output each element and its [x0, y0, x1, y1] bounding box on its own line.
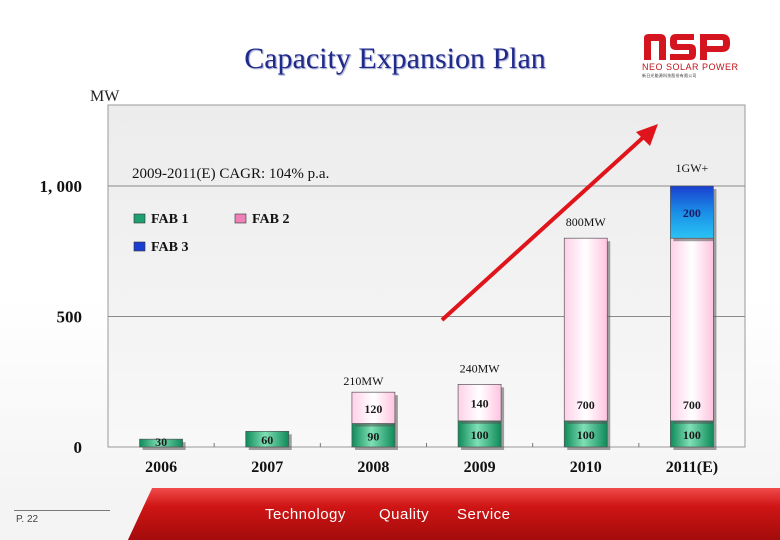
y-tick-label: 0: [74, 438, 83, 457]
bar-value-label: 100: [471, 428, 489, 442]
legend-swatch-fab3: [133, 241, 146, 252]
bar-fab2-2008: [351, 391, 396, 424]
x-tick-label: 2008: [357, 459, 389, 476]
footer-service: Service: [457, 506, 511, 523]
bar-fab3-2011(E): [670, 185, 714, 239]
logo-subtitle: 新日光能源科技股份有限公司: [642, 73, 697, 78]
bar-fab1-2009: [457, 420, 502, 448]
growth-arrow-head: [636, 124, 658, 146]
bar-value-label: 140: [471, 397, 489, 411]
bar-total-label: 210MW: [343, 374, 384, 388]
bar-fab1-2010: [563, 420, 608, 448]
bar-total-label: 240MW: [460, 361, 501, 375]
legend-swatch-fab2: [234, 213, 247, 224]
bar-value-label: 700: [577, 398, 595, 412]
footer-quality: Quality: [379, 506, 430, 523]
bar-value-label: 100: [577, 428, 595, 442]
bar-value-label: 700: [683, 398, 701, 412]
x-tick-label: 2009: [464, 459, 496, 476]
bar-fab1-2007: [245, 430, 290, 448]
page-number: P. 22: [16, 514, 39, 525]
footer-bar: P. 22 Technology Quality Service: [0, 488, 780, 540]
footer-technology: Technology: [265, 506, 346, 523]
legend-label: FAB 3: [151, 240, 188, 255]
x-tick-label: 2011(E): [666, 459, 718, 476]
x-tick-label: 2010: [570, 459, 602, 476]
company-logo: NEO SOLAR POWER 新日光能源科技股份有限公司: [640, 32, 766, 84]
page-title: Capacity Expansion Plan: [244, 42, 546, 75]
bar-fab1-2011(E): [670, 420, 714, 448]
legend-label: FAB 2: [252, 212, 289, 227]
y-tick-label: 500: [57, 308, 83, 327]
bar-value-label: 90: [367, 429, 379, 443]
logo-name: NEO SOLAR POWER: [642, 62, 739, 72]
growth-arrow-line: [440, 131, 650, 322]
x-tick-label: 2006: [145, 459, 177, 476]
bar-fab2-2011(E): [670, 237, 714, 422]
cagr-annotation: 2009-2011(E) CAGR: 104% p.a.: [132, 166, 329, 182]
x-tick-label: 2007: [251, 459, 283, 476]
bar-total-label: 1GW+: [676, 161, 709, 175]
bar-fab2-2010: [563, 237, 608, 422]
bar-fab2-2009: [457, 384, 502, 422]
legend-label: FAB 1: [151, 212, 188, 227]
legend-swatch-fab1: [133, 213, 146, 224]
bar-value-label: 100: [683, 428, 701, 442]
nsp-logo-mark: [644, 34, 730, 60]
bar-total-label: 800MW: [566, 215, 607, 229]
bar-fab1-2006: [139, 438, 183, 448]
bar-value-label: 30: [155, 435, 167, 449]
plot-area: [107, 104, 746, 448]
bar-value-label: 120: [364, 402, 382, 416]
bar-value-label: 60: [261, 433, 273, 447]
y-tick-label: 1, 000: [40, 177, 83, 196]
y-axis-unit: MW: [90, 88, 120, 105]
bar-value-label: 200: [683, 206, 701, 220]
